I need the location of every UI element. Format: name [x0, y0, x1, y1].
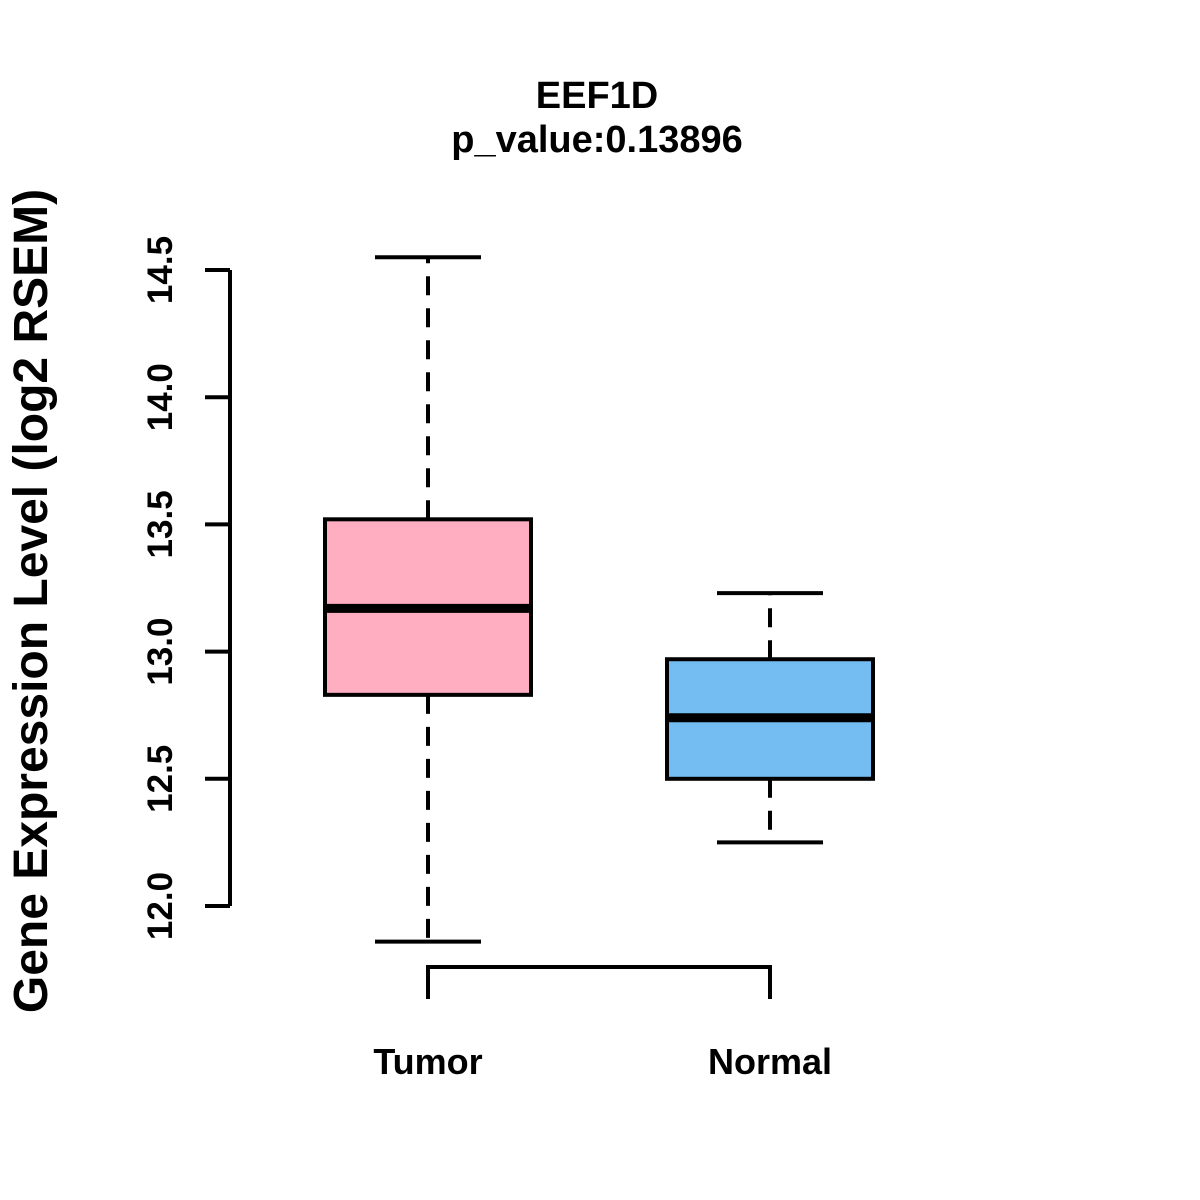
x-axis-bracket	[426, 965, 772, 999]
y-tick-label: 13.0	[141, 618, 180, 686]
chart-subtitle-pvalue: p_value:0.13896	[451, 119, 743, 161]
chart-title: EEF1D	[536, 75, 658, 117]
y-tick-label: 13.5	[141, 490, 180, 558]
y-tick-label: 14.0	[141, 363, 180, 431]
y-tick-label: 14.5	[141, 236, 180, 304]
y-tick-label: 12.0	[141, 872, 180, 940]
y-tick-label: 12.5	[141, 745, 180, 813]
x-label-tumor: Tumor	[373, 1041, 482, 1082]
x-label-normal: Normal	[708, 1041, 832, 1082]
y-axis-label: Gene Expression Level (log2 RSEM)	[5, 189, 58, 1013]
plot-area: 12.0 12.5 13.0 13.5 14.0 14.5	[141, 236, 875, 999]
